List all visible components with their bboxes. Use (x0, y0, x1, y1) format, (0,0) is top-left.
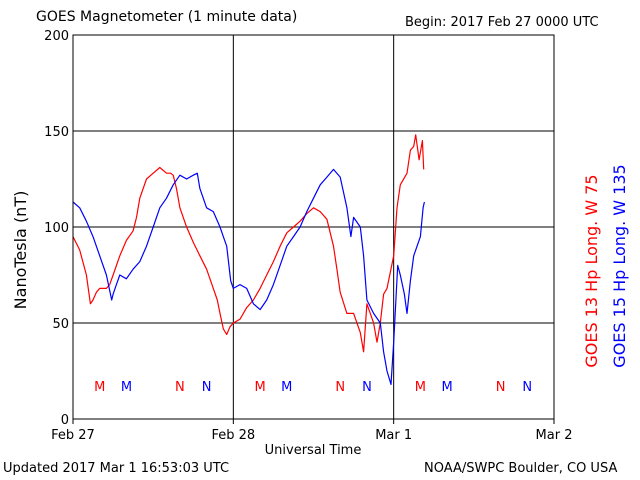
y-tick-label: 0 (61, 413, 69, 428)
event-marker: M (121, 380, 132, 395)
series-lines (72, 134, 425, 385)
legend-goes15: GOES 15 Hp Long. W 135 (610, 164, 629, 367)
x-axis-label: Universal Time (265, 443, 362, 458)
event-marker: N (335, 380, 345, 395)
series-line-goes15 (72, 168, 425, 385)
y-tick-label: 100 (44, 221, 69, 236)
axis-ticks: 0 50 100 150 200 Feb 27 Feb 28 Mar 1 Mar 2 (44, 29, 572, 443)
x-tick-label: Mar 1 (375, 428, 412, 443)
y-axis-label: NanoTesla (nT) (11, 191, 30, 310)
event-marker: M (254, 380, 265, 395)
data-credit: NOAA/SWPC Boulder, CO USA (424, 461, 618, 476)
x-tick-label: Feb 28 (211, 428, 255, 443)
x-tick-label: Mar 2 (536, 428, 573, 443)
grid-lines (73, 35, 554, 419)
y-tick-label: 200 (44, 29, 69, 44)
begin-time: Begin: 2017 Feb 27 0000 UTC (405, 15, 599, 30)
chart-title: GOES Magnetometer (1 minute data) (36, 9, 298, 25)
event-marker: N (496, 380, 506, 395)
event-marker: N (202, 380, 212, 395)
event-marker: M (94, 380, 105, 395)
plot-frame (72, 34, 555, 420)
event-marker: M (281, 380, 292, 395)
y-tick-label: 150 (44, 125, 69, 140)
legend-goes13: GOES 13 Hp Long. W 75 (582, 174, 601, 367)
event-marker: M (442, 380, 453, 395)
y-tick-label: 50 (52, 317, 69, 332)
event-marker: N (522, 380, 532, 395)
series-line-goes13 (72, 134, 425, 353)
event-marker: N (362, 380, 372, 395)
event-marker: M (415, 380, 426, 395)
event-marker: N (175, 380, 185, 395)
x-tick-label: Feb 27 (51, 428, 95, 443)
updated-timestamp: Updated 2017 Mar 1 16:53:03 UTC (3, 461, 230, 476)
